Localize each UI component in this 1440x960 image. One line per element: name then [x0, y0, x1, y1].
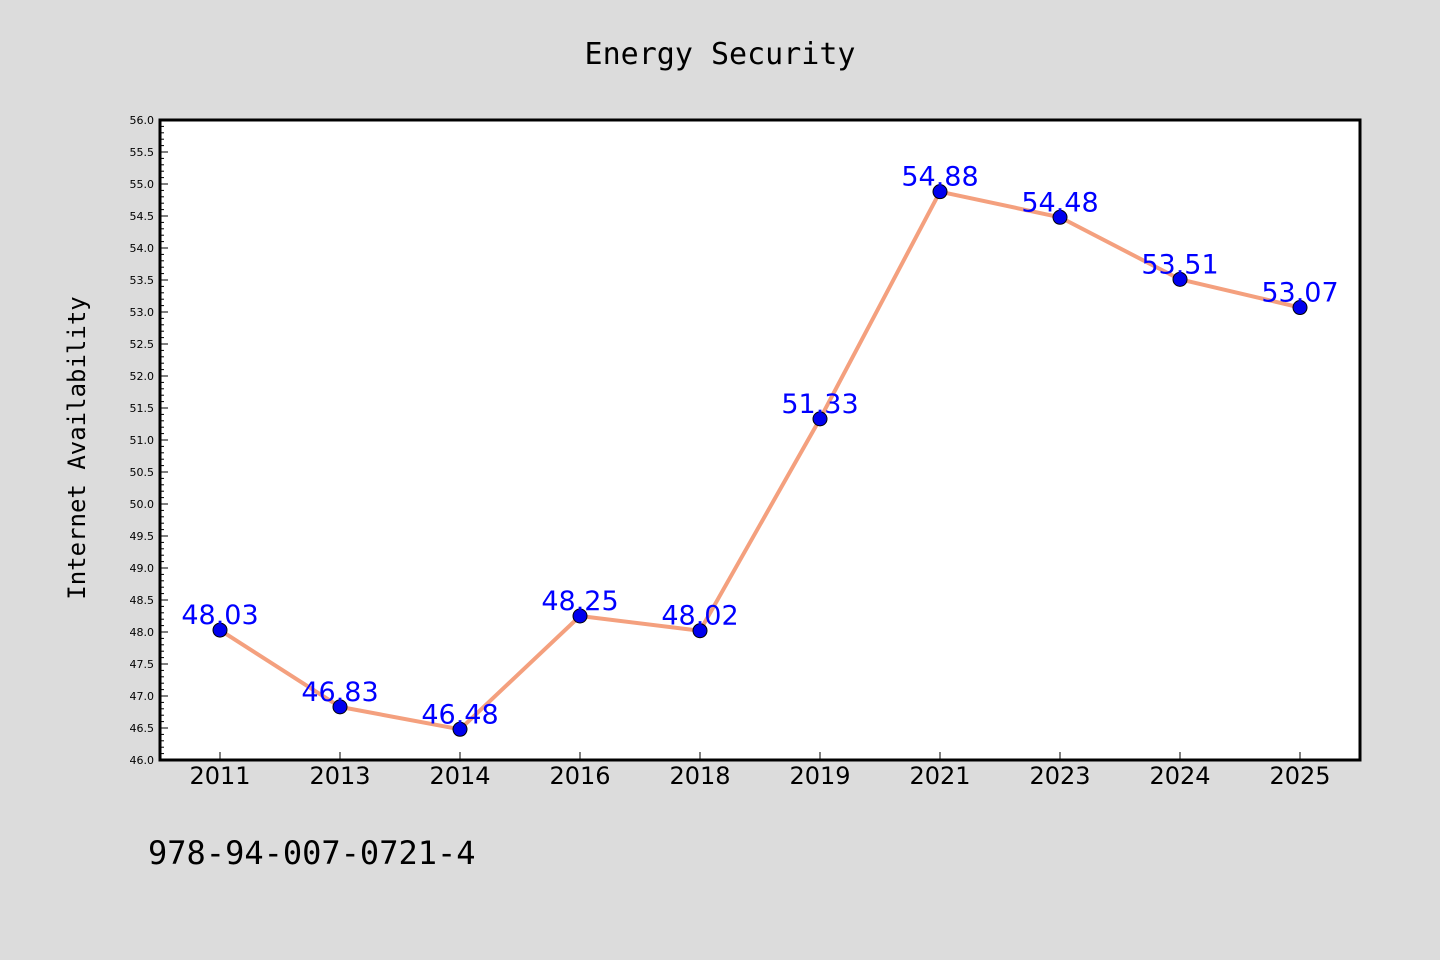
- data-label: 46.83: [301, 677, 378, 708]
- data-label: 48.02: [661, 601, 738, 632]
- data-point: [452, 721, 468, 737]
- y-tick-label: 49.0: [130, 562, 155, 575]
- y-tick-label: 53.5: [130, 274, 155, 287]
- data-point: [332, 699, 348, 715]
- x-tick-label: 2014: [429, 762, 490, 790]
- data-label: 53.51: [1141, 249, 1218, 280]
- data-label: 54.88: [901, 162, 978, 193]
- y-tick-label: 55.0: [130, 178, 155, 191]
- y-tick-label: 49.5: [130, 530, 155, 543]
- y-tick-label: 51.5: [130, 402, 155, 415]
- y-tick-label: 50.5: [130, 466, 155, 479]
- data-point: [1052, 209, 1068, 225]
- series-markers: [212, 184, 1308, 737]
- y-axis: 46.0 46.5 47.0 47.5 48.0 48.5 49.0 49.5 50.0 50.5…: [130, 114, 168, 767]
- y-tick-label: 46.0: [130, 754, 155, 767]
- plot-area: [158, 118, 1362, 762]
- series-line: [218, 189, 1301, 732]
- x-tick-label: 2016: [549, 762, 610, 790]
- x-tick-label: 2011: [189, 762, 250, 790]
- y-tick-label: 53.0: [130, 306, 155, 319]
- x-axis: 2011 2013 2014 2016 2018 2019 2021 2023 2024 2025: [189, 752, 1331, 790]
- y-tick-label: 48.5: [130, 594, 155, 607]
- data-point: [932, 184, 948, 200]
- y-tick-label: 52.5: [130, 338, 155, 351]
- data-point: [212, 622, 228, 638]
- y-tick-label: 54.0: [130, 242, 155, 255]
- y-tick-label: 47.5: [130, 658, 155, 671]
- x-tick-label: 2018: [669, 762, 730, 790]
- y-tick-label: 47.0: [130, 690, 155, 703]
- y-tick-label: 54.5: [130, 210, 155, 223]
- y-tick-label: 50.0: [130, 498, 155, 511]
- data-label: 53.07: [1261, 278, 1338, 309]
- data-label: 46.48: [421, 699, 498, 730]
- data-label: 54.48: [1021, 187, 1098, 218]
- y-tick-label: 46.5: [130, 722, 155, 735]
- x-tick-label: 2024: [1149, 762, 1210, 790]
- y-tick-label: 56.0: [130, 114, 155, 127]
- x-tick-label: 2023: [1029, 762, 1090, 790]
- data-point: [572, 608, 588, 624]
- x-tick-label: 2019: [789, 762, 850, 790]
- data-point: [692, 623, 708, 639]
- data-labels: 48.03 46.83 46.48 48.25 48.02 51.33 54.88 54.48…: [181, 162, 1338, 731]
- y-tick-label: 48.0: [130, 626, 155, 639]
- y-tick-label: 52.0: [130, 370, 155, 383]
- data-label: 51.33: [781, 389, 858, 420]
- data-point: [812, 411, 828, 427]
- y-axis-label: Internet Availability: [63, 296, 91, 599]
- y-tick-label: 51.0: [130, 434, 155, 447]
- chart-title: Energy Security: [585, 37, 856, 72]
- data-label: 48.25: [541, 586, 618, 617]
- data-label: 48.03: [181, 600, 258, 631]
- x-tick-label: 2025: [1269, 762, 1330, 790]
- data-point: [1292, 300, 1308, 316]
- x-tick-label: 2013: [309, 762, 370, 790]
- data-point: [1172, 271, 1188, 287]
- x-tick-label: 2021: [909, 762, 970, 790]
- y-tick-label: 55.5: [130, 146, 155, 159]
- footer-isbn: 978-94-007-0721-4: [148, 834, 476, 872]
